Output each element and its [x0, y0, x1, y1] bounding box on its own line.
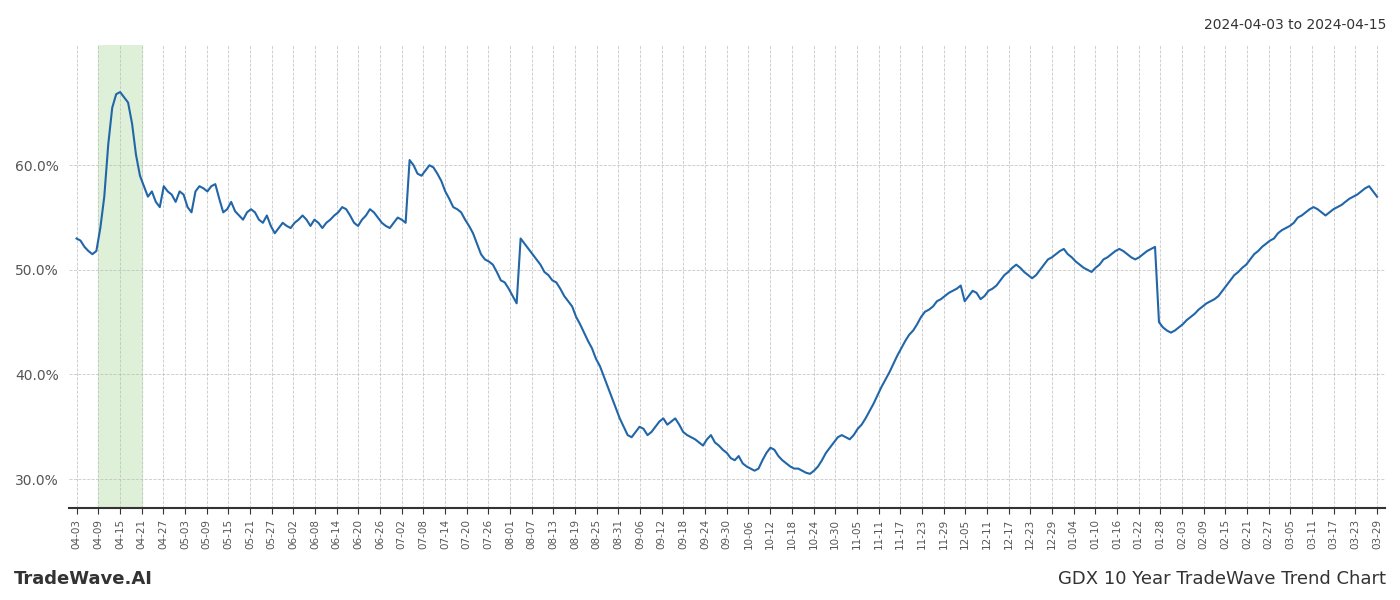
Text: GDX 10 Year TradeWave Trend Chart: GDX 10 Year TradeWave Trend Chart [1058, 570, 1386, 588]
Text: TradeWave.AI: TradeWave.AI [14, 570, 153, 588]
Text: 2024-04-03 to 2024-04-15: 2024-04-03 to 2024-04-15 [1204, 18, 1386, 32]
Bar [98, 45, 141, 508]
